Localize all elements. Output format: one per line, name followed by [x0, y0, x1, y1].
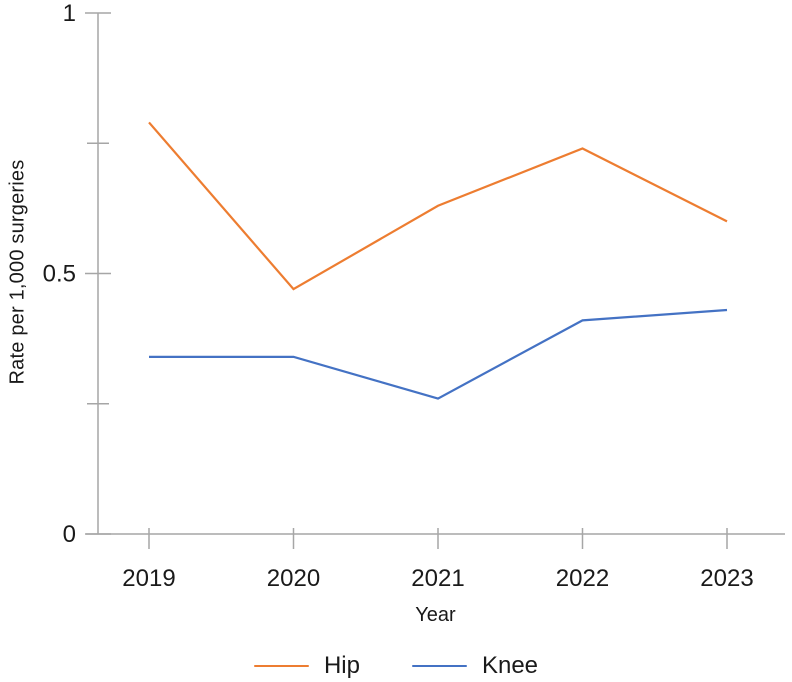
y-axis-title: Rate per 1,000 surgeries — [6, 159, 29, 385]
y-tick-label-1: 1 — [63, 0, 76, 27]
x-tick-label-2019: 2019 — [122, 565, 175, 592]
x-tick-label-2021: 2021 — [411, 565, 464, 592]
x-tick-label-2022: 2022 — [556, 565, 609, 592]
legend-label-hip: Hip — [323, 652, 360, 679]
legend-swatch-knee — [411, 664, 467, 668]
x-tick-label-2023: 2023 — [700, 565, 753, 592]
y-tick-label-0: 0 — [63, 521, 76, 548]
legend-item-hip: Hip — [253, 652, 360, 680]
series-line-knee — [149, 308, 728, 400]
legend-item-knee: Knee — [411, 652, 539, 680]
series-line-hip — [148, 121, 728, 291]
x-axis-title: Year — [415, 604, 456, 626]
x-tick-label-2020: 2020 — [267, 565, 320, 592]
legend: Hip Knee — [0, 648, 792, 682]
y-tick-label-0.5: 0.5 — [43, 261, 76, 288]
legend-swatch-hip — [253, 664, 309, 668]
legend-label-knee: Knee — [481, 652, 539, 679]
